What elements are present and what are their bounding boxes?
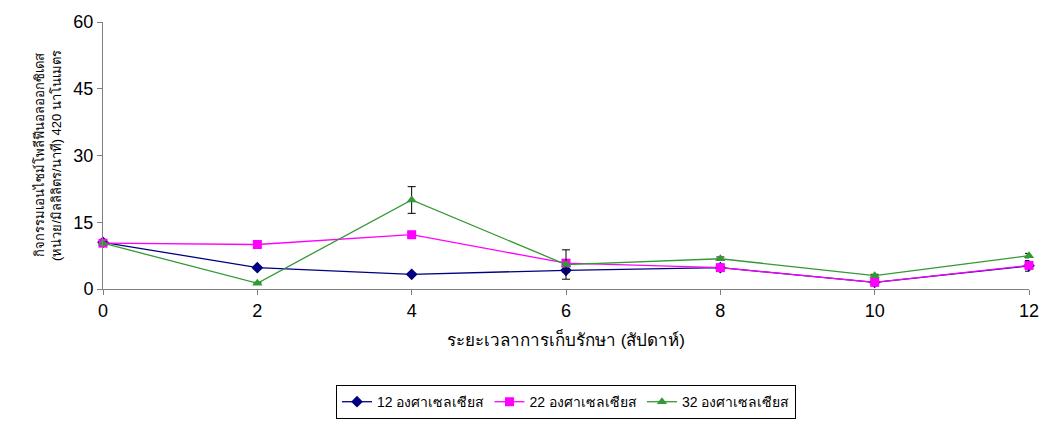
- svg-text:ระยะเวลาการเก็บรักษา (สัปดาห์): ระยะเวลาการเก็บรักษา (สัปดาห์): [447, 329, 685, 350]
- svg-text:0: 0: [83, 279, 93, 299]
- svg-text:32 องศาเซลเซียส: 32 องศาเซลเซียส: [682, 394, 789, 410]
- svg-text:2: 2: [252, 301, 262, 321]
- svg-text:22 องศาเซลเซียส: 22 องศาเซลเซียส: [529, 394, 636, 410]
- svg-text:12 องศาเซลเซียส: 12 องศาเซลเซียส: [377, 394, 484, 410]
- svg-text:4: 4: [407, 301, 417, 321]
- svg-text:10: 10: [865, 301, 885, 321]
- svg-text:45: 45: [73, 79, 93, 99]
- svg-text:6: 6: [561, 301, 571, 321]
- svg-text:0: 0: [98, 301, 108, 321]
- svg-text:กิจกรรมเอนไซม์โพลีฟีนอลออกซิเด: กิจกรรมเอนไซม์โพลีฟีนอลออกซิเดส(หน่วย/มิ…: [32, 50, 64, 261]
- svg-text:30: 30: [73, 146, 93, 166]
- svg-text:8: 8: [715, 301, 725, 321]
- svg-text:12: 12: [1019, 301, 1039, 321]
- svg-text:60: 60: [73, 12, 93, 32]
- svg-text:15: 15: [73, 213, 93, 233]
